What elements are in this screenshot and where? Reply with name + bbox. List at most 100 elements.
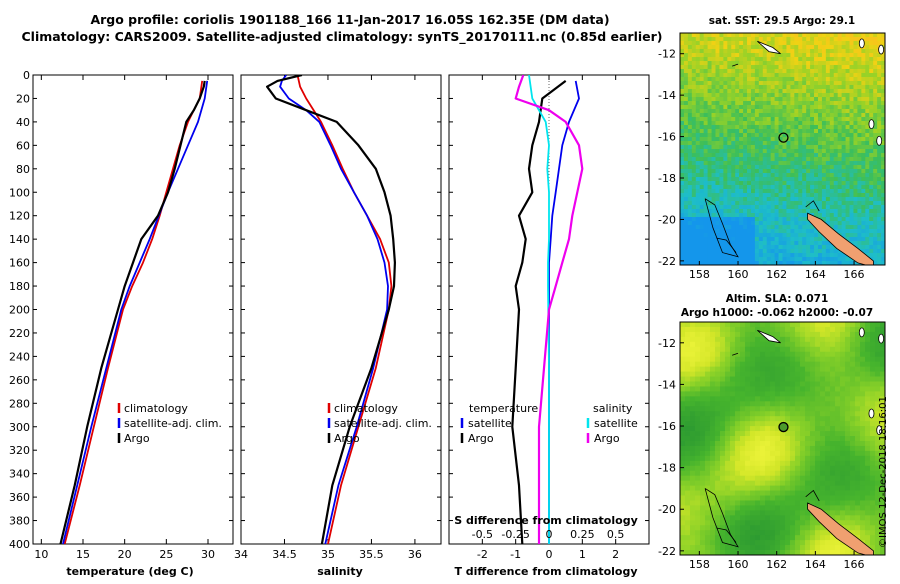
sst-field-cell: [865, 57, 869, 61]
sla-field-cell: [820, 486, 825, 491]
sla-field-cell: [695, 411, 700, 416]
sla-field-cell: [710, 436, 715, 441]
sst-field-cell: [759, 153, 763, 157]
sla-field-cell: [730, 401, 735, 406]
sla-field-cell: [695, 441, 700, 446]
sst-field-cell: [731, 153, 735, 157]
sst-field-cell: [735, 181, 739, 185]
sst-field-cell: [783, 109, 787, 113]
sst-field-cell: [767, 213, 771, 217]
sst-field-cell: [806, 49, 810, 53]
sla-field-cell: [730, 500, 735, 505]
sst-field-cell: [826, 105, 830, 109]
sst-field-cell: [873, 253, 877, 257]
sst-field-cell: [755, 161, 759, 165]
sst-field-cell: [861, 233, 865, 237]
sst-field-cell: [779, 121, 783, 125]
sst-field-cell: [719, 33, 723, 37]
sst-field-cell: [719, 81, 723, 85]
sst-field-cell: [712, 101, 716, 105]
sla-field-cell: [685, 520, 690, 525]
sst-field-cell: [735, 197, 739, 201]
sla-field-cell: [775, 446, 780, 451]
sst-field-cell: [806, 37, 810, 41]
sla-field-cell: [875, 352, 880, 357]
sst-field-cell: [731, 45, 735, 49]
sst-field-cell: [688, 181, 692, 185]
sst-field-cell: [818, 213, 822, 217]
sst-field-cell: [834, 41, 838, 45]
sla-field-cell: [820, 396, 825, 401]
sst-field-cell: [719, 41, 723, 45]
sst-field-cell: [727, 185, 731, 189]
sst-field-cell: [771, 77, 775, 81]
sst-field-cell: [775, 201, 779, 205]
sst-field-cell: [779, 37, 783, 41]
sla-field-cell: [865, 510, 870, 515]
sla-field-cell: [680, 505, 685, 510]
sst-field-cell: [708, 185, 712, 189]
sst-field-cell: [794, 245, 798, 249]
sla-field-cell: [760, 441, 765, 446]
sla-field-cell: [750, 362, 755, 367]
sst-field-cell: [834, 89, 838, 93]
sla-field-cell: [695, 500, 700, 505]
sst-field-cell: [865, 105, 869, 109]
sst-field-cell: [869, 37, 873, 41]
sst-field-cell: [763, 225, 767, 229]
sst-field-cell: [786, 77, 790, 81]
sst-field-cell: [846, 197, 850, 201]
sla-field-cell: [870, 431, 875, 436]
sst-field-cell: [794, 61, 798, 65]
sla-field-cell: [680, 352, 685, 357]
sst-field-cell: [818, 193, 822, 197]
sst-field-cell: [838, 77, 842, 81]
sst-field-cell: [810, 141, 814, 145]
sst-field-cell: [700, 81, 704, 85]
sst-field-cell: [751, 81, 755, 85]
sla-field-cell: [795, 466, 800, 471]
sst-field-cell: [838, 141, 842, 145]
sst-field-cell: [735, 229, 739, 233]
sst-field-cell: [798, 209, 802, 213]
sst-field-cell: [684, 165, 688, 169]
sla-field-cell: [725, 466, 730, 471]
sla-field-cell: [765, 496, 770, 501]
sla-field-cell: [870, 510, 875, 515]
sst-field-cell: [739, 209, 743, 213]
sst-field-cell: [834, 181, 838, 185]
sla-field-cell: [745, 471, 750, 476]
sla-field-cell: [680, 332, 685, 337]
sst-field-cell: [771, 225, 775, 229]
sst-field-cell: [865, 145, 869, 149]
sst-field-cell: [751, 189, 755, 193]
sst-field-cell: [735, 81, 739, 85]
sst-field-cell: [842, 97, 846, 101]
sst-field-cell: [739, 33, 743, 37]
sla-field-cell: [795, 471, 800, 476]
sla-field-cell: [720, 421, 725, 426]
sst-field-cell: [747, 213, 751, 217]
sst-field-cell: [877, 189, 881, 193]
sla-field-cell: [780, 406, 785, 411]
sst-field-cell: [771, 233, 775, 237]
sla-field-cell: [775, 491, 780, 496]
sst-field-cell: [751, 53, 755, 57]
sst-field-cell: [696, 129, 700, 133]
sst-field-cell: [790, 185, 794, 189]
sla-field-cell: [870, 377, 875, 382]
sla-field-cell: [840, 367, 845, 372]
sst-field-cell: [759, 245, 763, 249]
sla-field-cell: [770, 496, 775, 501]
sst-field-cell: [802, 237, 806, 241]
sst-field-cell: [680, 129, 684, 133]
sla-field-cell: [775, 411, 780, 416]
sla-field-cell: [725, 411, 730, 416]
sst-field-cell: [826, 245, 830, 249]
sst-field-cell: [696, 197, 700, 201]
sla-field-cell: [850, 466, 855, 471]
sst-field-cell: [696, 93, 700, 97]
sla-field-cell: [745, 431, 750, 436]
sst-field-cell: [786, 45, 790, 49]
